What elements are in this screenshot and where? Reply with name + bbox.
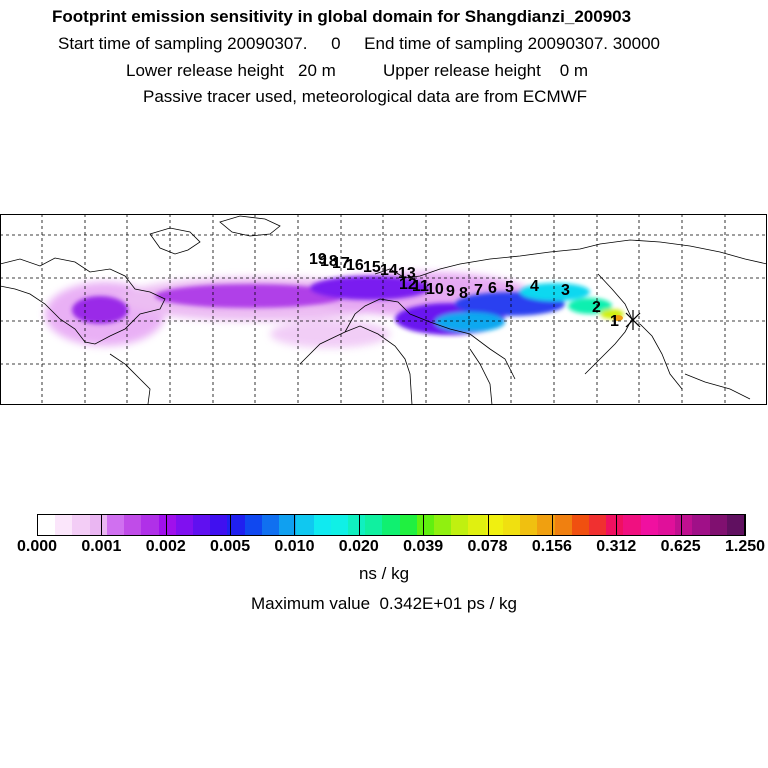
colorbar-swatch <box>589 515 607 535</box>
graticule <box>0 214 767 405</box>
colorbar-swatch <box>347 515 366 535</box>
sensitivity-plume <box>45 272 624 348</box>
colorbar-swatch <box>692 515 710 535</box>
colorbar-separator <box>358 514 360 536</box>
colorbar-swatch <box>89 515 107 535</box>
trajectory-label-5: 5 <box>505 279 514 296</box>
colorbar-swatch <box>330 515 348 535</box>
colorbar-swatch <box>623 515 641 535</box>
colorbar-swatch <box>313 515 331 535</box>
colorbar-separator <box>616 514 618 536</box>
colorbar-swatch <box>296 515 314 535</box>
colorbar-swatch <box>227 515 245 535</box>
colorbar-tick-label: 0.000 <box>16 538 58 555</box>
colorbar-swatch <box>554 515 572 535</box>
colorbar-tick-label: 0.078 <box>467 538 508 555</box>
colorbar-separator <box>487 514 489 536</box>
colorbar-tick-label: 0.039 <box>403 538 444 555</box>
colorbar-tick-label: 0.625 <box>660 538 701 555</box>
colorbar-swatch <box>365 515 383 535</box>
trajectory-labels: 1 2 3 4 5 6 7 8 9 10 11 12 13 14 15 16 1… <box>309 251 619 330</box>
trajectory-label-14: 14 <box>380 262 398 279</box>
colorbar-swatch <box>675 515 693 535</box>
colorbar-tick-label: 0.020 <box>338 538 379 555</box>
colorbar-unit: ns / kg <box>358 564 410 583</box>
colorbar-separator <box>680 514 682 536</box>
colorbar-swatch <box>485 515 503 535</box>
trajectory-label-2: 2 <box>592 299 601 316</box>
release-height-line: Lower release height 20 m Upper release … <box>126 61 589 80</box>
colorbar-swatch <box>657 515 676 535</box>
colorbar-swatch <box>606 515 624 535</box>
colorbar-tick-label: 0.001 <box>81 538 122 555</box>
colorbar-swatch <box>709 515 727 535</box>
colorbar-swatch <box>158 515 176 535</box>
colorbar-swatch <box>502 515 521 535</box>
colorbar-separator <box>165 514 167 536</box>
colorbar-swatch <box>244 515 262 535</box>
trajectory-label-11: 11 <box>412 278 429 295</box>
tracer-info-line: Passive tracer used, meteorological data… <box>143 87 588 106</box>
trajectory-label-19: 19 <box>309 251 327 268</box>
trajectory-label-15: 15 <box>363 259 381 276</box>
trajectory-label-1: 1 <box>610 313 619 330</box>
footprint-map: 1 2 3 4 5 6 7 8 9 10 11 12 13 14 15 16 1… <box>0 214 767 405</box>
colorbar-tick-label: 0.156 <box>531 538 572 555</box>
trajectory-label-16: 16 <box>346 257 364 274</box>
colorbar-swatch <box>106 515 125 535</box>
trajectory-label-7: 7 <box>474 282 483 299</box>
colorbar-tick-label: 0.005 <box>210 538 251 555</box>
colorbar-swatch <box>434 515 452 535</box>
trajectory-label-10: 10 <box>426 281 444 298</box>
colorbar-swatch <box>141 515 159 535</box>
colorbar-swatch <box>124 515 142 535</box>
coastlines <box>0 215 767 405</box>
trajectory-label-6: 6 <box>488 280 497 297</box>
colorbar-separator <box>230 514 232 536</box>
colorbar-swatch <box>571 515 589 535</box>
colorbar-swatch <box>192 515 211 535</box>
sampling-time-line: Start time of sampling 20090307. 0 End t… <box>58 34 660 53</box>
colorbar-swatch <box>279 515 297 535</box>
colorbar-swatch <box>261 515 280 535</box>
colorbar-swatch <box>382 515 400 535</box>
colorbar-separator <box>423 514 425 536</box>
trajectory-label-18: 18 <box>320 253 338 270</box>
colorbar-tick-label: 1.250 <box>724 538 766 555</box>
colorbar-swatch <box>468 515 486 535</box>
colorbar-swatch <box>416 515 435 535</box>
colorbar-swatch <box>38 515 56 535</box>
colorbar-swatch <box>175 515 193 535</box>
colorbar-separator <box>551 514 553 536</box>
colorbar-swatch <box>537 515 555 535</box>
maximum-value-label: Maximum value 0.342E+01 ps / kg <box>251 594 517 613</box>
trajectory-label-4: 4 <box>530 278 539 295</box>
trajectory-label-9: 9 <box>446 283 455 300</box>
plot-title: Footprint emission sensitivity in global… <box>52 7 632 26</box>
trajectory-label-12: 12 <box>399 276 417 293</box>
trajectory-label-17: 17 <box>332 255 350 272</box>
colorbar-swatch <box>726 515 744 535</box>
trajectory-label-8: 8 <box>459 285 468 302</box>
colorbar-separator <box>745 514 746 536</box>
receptor-marker-icon <box>625 310 641 330</box>
colorbar <box>37 514 745 536</box>
colorbar-swatch <box>72 515 90 535</box>
colorbar-swatch <box>520 515 538 535</box>
colorbar-swatch <box>55 515 73 535</box>
colorbar-swatch <box>399 515 417 535</box>
colorbar-separator <box>294 514 296 536</box>
colorbar-separator <box>101 514 103 536</box>
colorbar-swatch <box>640 515 658 535</box>
colorbar-swatch <box>451 515 469 535</box>
trajectory-label-13: 13 <box>398 265 416 282</box>
colorbar-separator <box>37 514 38 536</box>
trajectory-label-3: 3 <box>561 282 570 299</box>
colorbar-tick-label: 0.312 <box>596 538 637 555</box>
colorbar-tick-label: 0.010 <box>274 538 315 555</box>
colorbar-swatch <box>210 515 228 535</box>
colorbar-tick-label: 0.002 <box>145 538 186 555</box>
